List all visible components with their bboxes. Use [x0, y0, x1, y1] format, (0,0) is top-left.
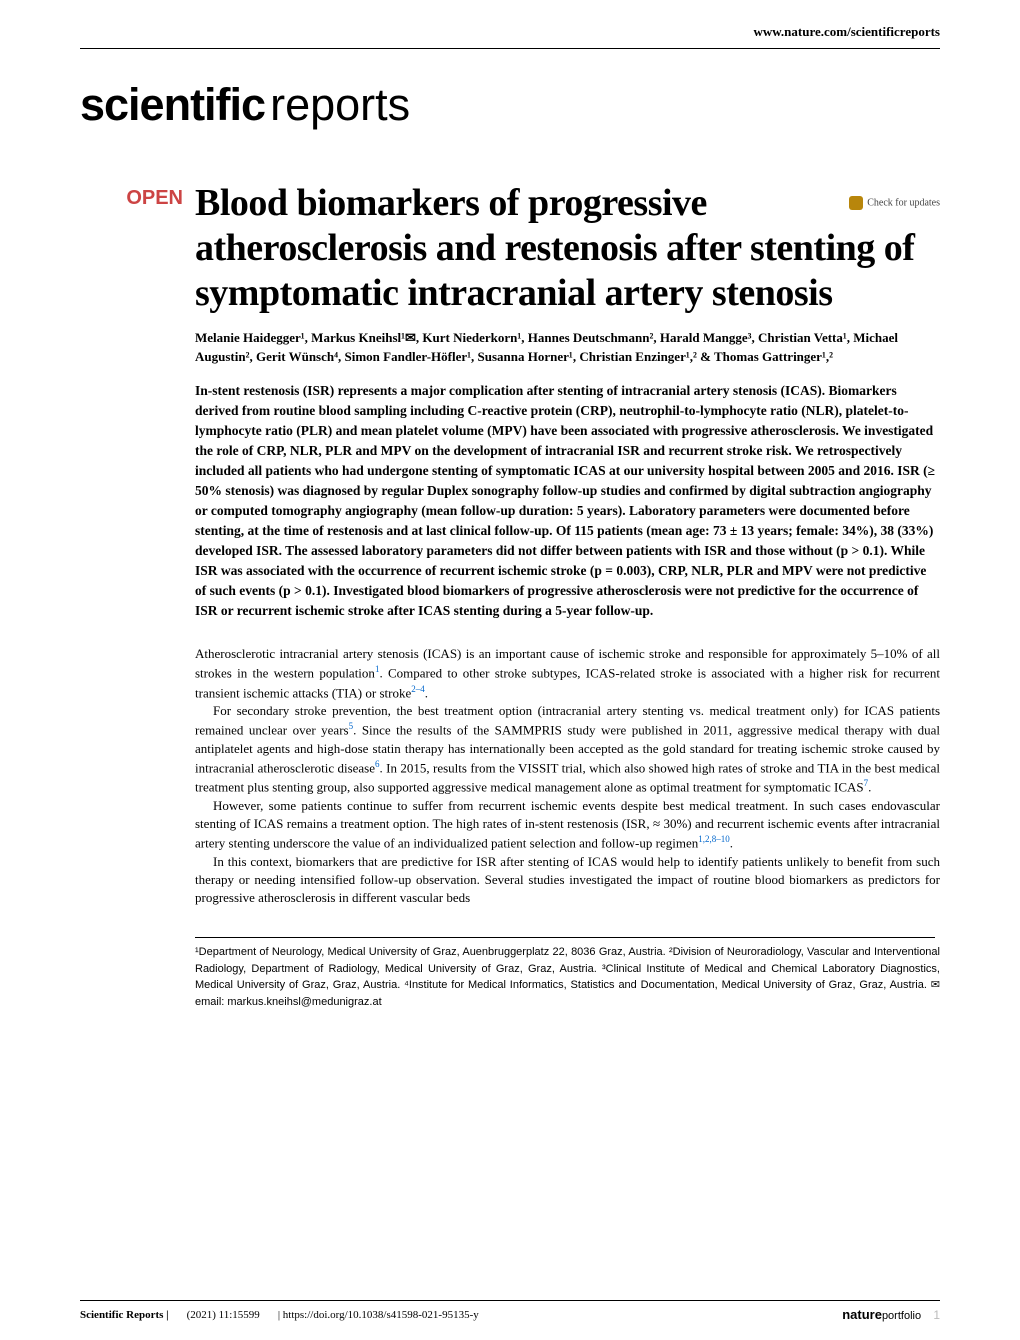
logo-reports: reports [270, 79, 410, 130]
journal-logo: scientificreports [0, 69, 1020, 181]
p3a: However, some patients continue to suffe… [195, 798, 940, 851]
footer-rule [80, 1300, 940, 1301]
footer-nature: nature [842, 1307, 882, 1322]
p4: In this context, biomarkers that are pre… [195, 854, 940, 905]
footer-journal: Scientific Reports | [80, 1309, 169, 1321]
header-url: www.nature.com/scientificreports [0, 0, 1020, 48]
abstract: In-stent restenosis (ISR) represents a m… [195, 381, 940, 621]
article-title: Blood biomarkers of progressive atherosc… [195, 181, 940, 315]
footer: Scientific Reports | (2021) 11:15599 | h… [0, 1300, 1020, 1322]
p1c: . [425, 685, 428, 700]
footer-page: 1 [933, 1308, 940, 1322]
open-access-label: OPEN [110, 187, 195, 210]
affiliation-rule [195, 937, 935, 938]
footer-portfolio: portfolio [882, 1310, 921, 1322]
ref-2-4[interactable]: 2–4 [411, 684, 425, 694]
affiliations: ¹Department of Neurology, Medical Univer… [195, 944, 940, 1010]
check-updates-label: Check for updates [867, 197, 940, 208]
header-rule [80, 48, 940, 49]
check-updates-badge[interactable]: Check for updates [849, 196, 940, 210]
p2d: . [868, 780, 871, 795]
footer-citation: (2021) 11:15599 [187, 1309, 260, 1321]
body-text: Atherosclerotic intracranial artery sten… [195, 645, 940, 908]
p3b: . [730, 836, 733, 851]
logo-scientific: scientific [80, 79, 265, 130]
authors-list: Melanie Haidegger¹, Markus Kneihsl¹✉, Ku… [195, 329, 940, 367]
footer-doi: | https://doi.org/10.1038/s41598-021-951… [278, 1309, 479, 1321]
shield-icon [849, 196, 863, 210]
ref-128[interactable]: 1,2,8–10 [698, 834, 730, 844]
